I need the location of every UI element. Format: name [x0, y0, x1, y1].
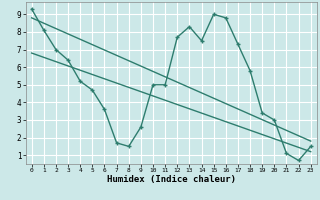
X-axis label: Humidex (Indice chaleur): Humidex (Indice chaleur) — [107, 175, 236, 184]
